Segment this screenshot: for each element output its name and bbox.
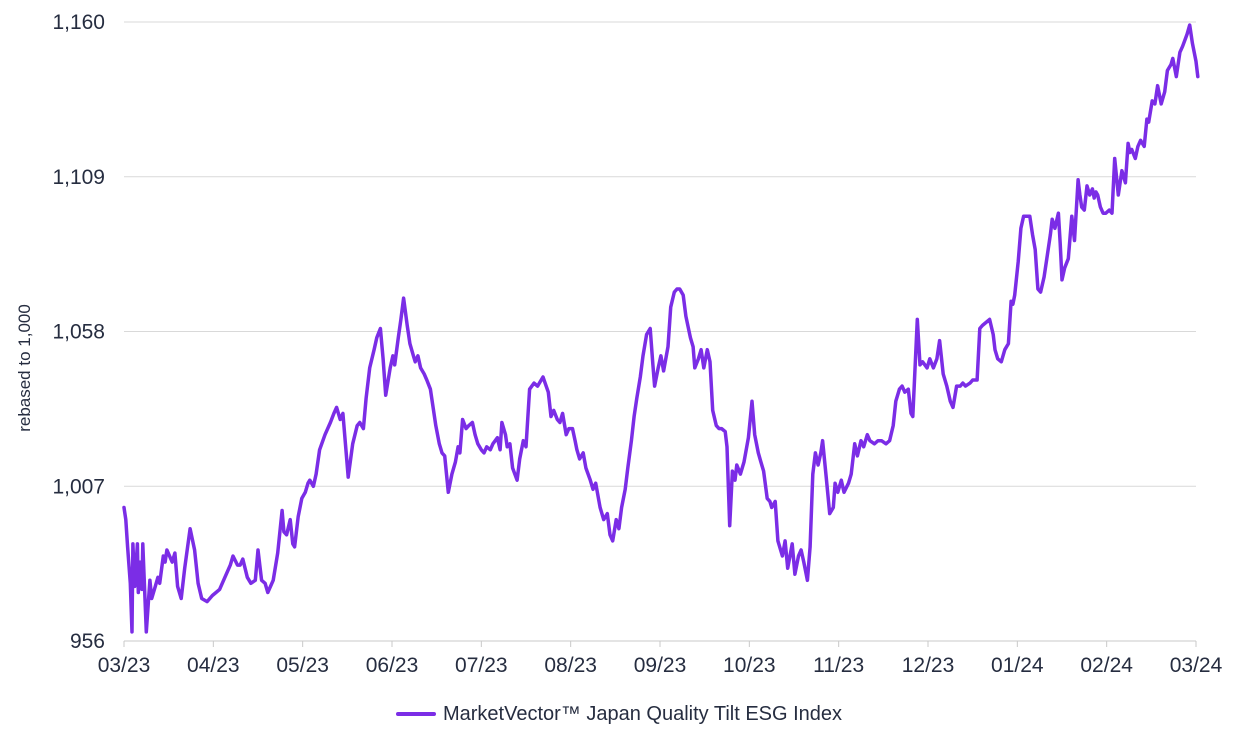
y-tick-label: 1,160 [52,11,105,34]
x-tick-label: 03/23 [98,654,151,677]
x-tick-label: 09/23 [634,654,687,677]
x-tick-label: 12/23 [902,654,955,677]
legend-label: MarketVector™ Japan Quality Tilt ESG Ind… [442,702,843,725]
x-tick-label: 11/23 [813,654,864,677]
x-tick-label: 02/24 [1080,654,1133,677]
y-tick-label: 1,058 [52,321,105,344]
x-tick-label: 06/23 [366,654,419,677]
x-axis: 03/23 04/23 05/23 06/23 07/23 08/23 09/23 10/23… [98,641,1223,677]
y-axis-title: rebased to 1,000 [15,304,34,432]
x-tick-label: 04/23 [187,654,240,677]
y-tick-label: 1,109 [52,166,105,189]
y-tick-label: 956 [70,630,105,653]
x-tick-label: 01/24 [991,654,1044,677]
legend-line-swatch [395,712,436,716]
x-tick-label: 03/24 [1170,654,1223,677]
x-tick-label: 05/23 [276,654,329,677]
gridlines [124,21,1196,642]
x-tick-label: 08/23 [544,654,597,677]
y-tick-label: 1,007 [52,475,105,498]
index-series-line [122,23,1200,634]
x-tick-label: 07/23 [455,654,508,677]
legend: MarketVector™ Japan Quality Tilt ESG Ind… [0,699,1238,729]
x-tick-label: 10/23 [723,654,776,677]
y-axis-tick-labels: 956 1,007 1,058 1,109 1,160 [52,11,105,653]
